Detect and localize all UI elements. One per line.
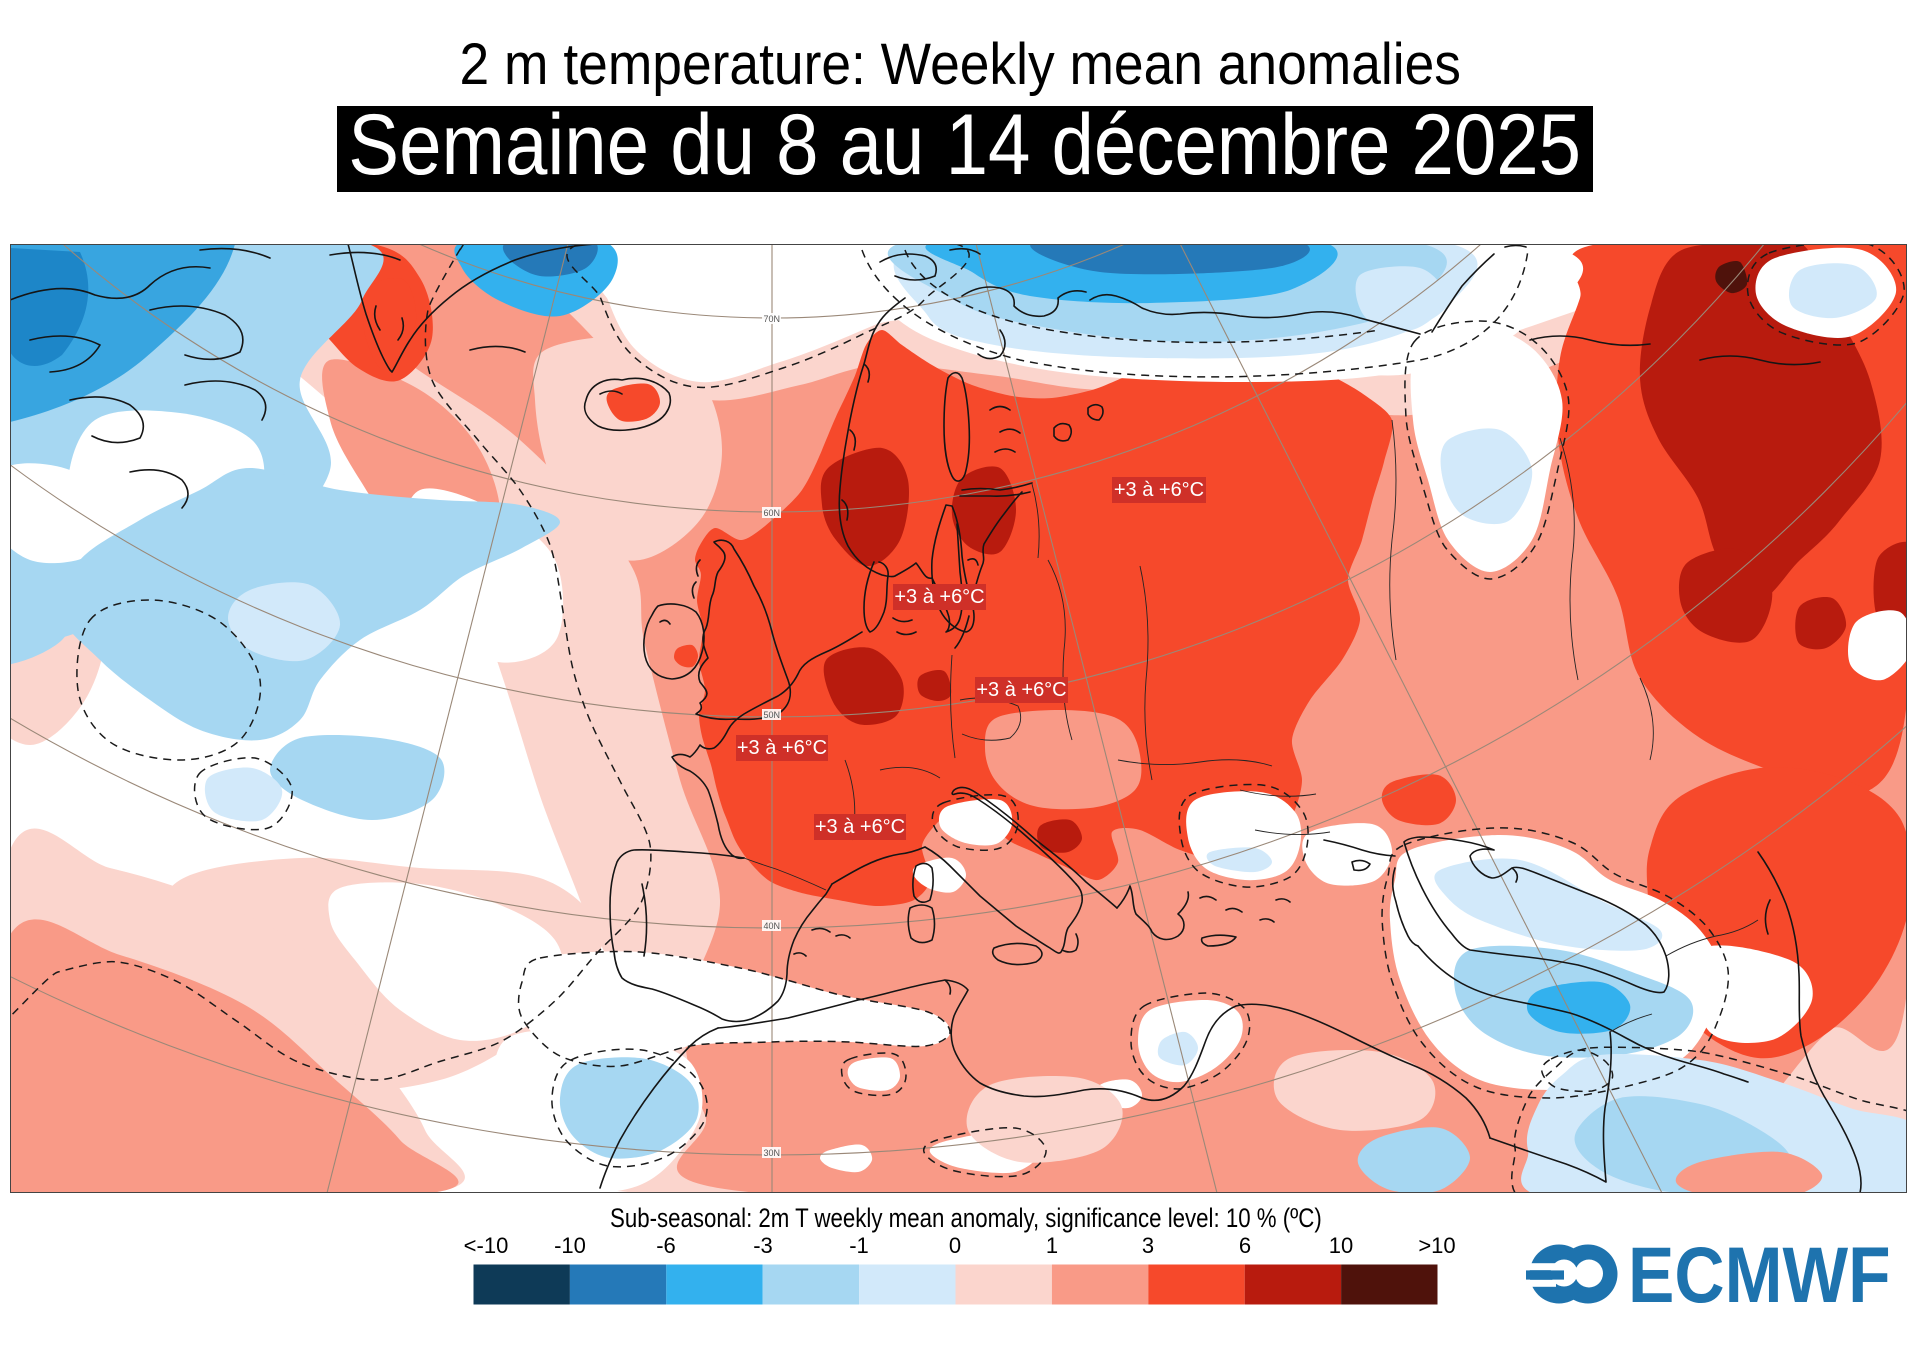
svg-text:30N: 30N: [764, 1148, 781, 1158]
svg-text:70N: 70N: [764, 314, 781, 324]
svg-text:60N: 60N: [764, 508, 781, 518]
svg-text:ECMWF: ECMWF: [1628, 1231, 1891, 1319]
svg-text:40N: 40N: [764, 921, 781, 931]
svg-text:50N: 50N: [764, 710, 781, 720]
